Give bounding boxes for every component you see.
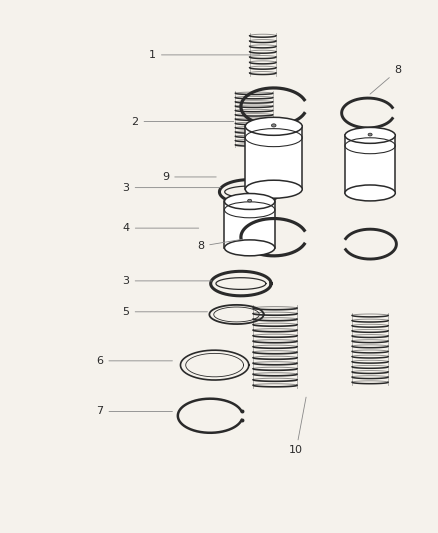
Text: 10: 10 (289, 397, 306, 455)
Ellipse shape (245, 117, 302, 135)
Text: 3: 3 (123, 276, 212, 286)
Text: 8: 8 (370, 66, 401, 94)
Text: 4: 4 (123, 223, 199, 233)
Ellipse shape (224, 240, 275, 256)
Ellipse shape (345, 185, 395, 201)
FancyBboxPatch shape (245, 126, 302, 189)
Text: 8: 8 (197, 239, 243, 251)
Text: 3: 3 (123, 183, 221, 192)
Text: 6: 6 (96, 356, 173, 366)
Ellipse shape (368, 133, 372, 136)
FancyBboxPatch shape (224, 201, 275, 248)
Text: 5: 5 (123, 307, 208, 317)
Ellipse shape (247, 199, 252, 202)
FancyBboxPatch shape (345, 135, 395, 193)
Text: 2: 2 (131, 117, 234, 126)
Text: 1: 1 (149, 50, 260, 60)
Text: 9: 9 (162, 172, 216, 182)
Ellipse shape (245, 180, 302, 198)
Text: 7: 7 (96, 407, 173, 416)
Ellipse shape (224, 193, 275, 209)
Ellipse shape (272, 124, 276, 127)
Ellipse shape (345, 127, 395, 143)
